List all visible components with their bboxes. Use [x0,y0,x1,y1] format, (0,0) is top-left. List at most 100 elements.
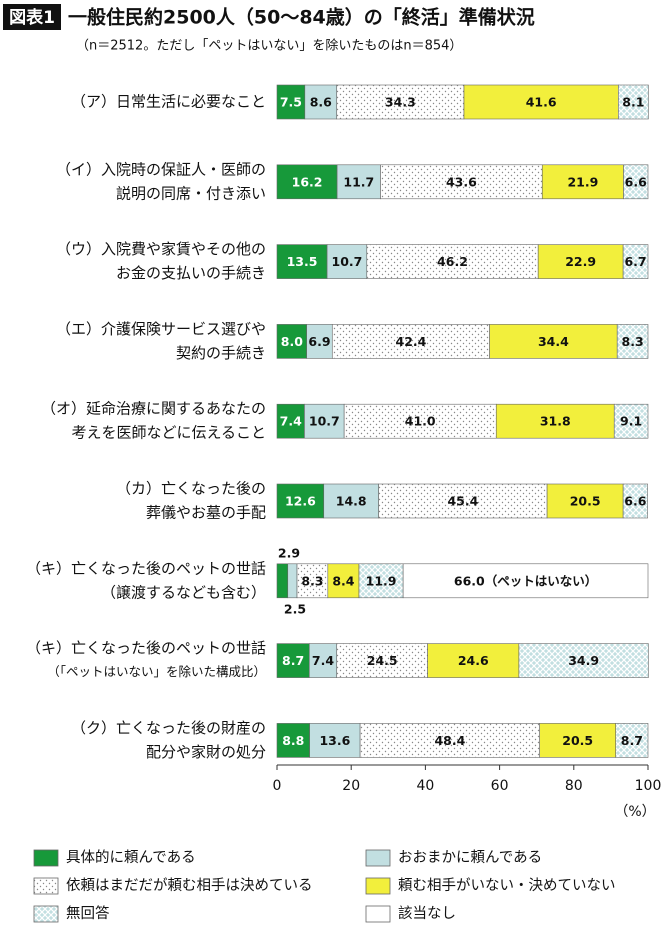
value-label: 11.7 [343,174,374,189]
bar-segment [541,164,624,200]
category-label: お金の支払いの手続き [116,264,266,282]
bar-segment [427,643,520,678]
legend-label: 無回答 [66,905,110,922]
category-label: （ク）亡くなった後の財産の [71,719,266,737]
bar-segment [336,643,428,678]
legend-label: 具体的に頼んである [66,849,196,866]
legend-swatch [365,877,391,895]
value-label: 8.6 [310,95,332,110]
x-tick-label: 80 [565,778,583,794]
legend-label: 該当なし [398,905,456,922]
value-label: 48.4 [434,733,465,748]
value-label: 31.8 [540,414,571,429]
category-label: 考えを医師などに伝えること [71,424,266,442]
category-label: （カ）亡くなった後の [116,480,266,498]
bar-segment [366,244,539,279]
category-label: （キ）亡くなった後のペットの世話 [26,559,266,577]
category-label: （イ）入院時の保証人・医師の [56,160,266,178]
value-label: 6.6 [624,494,646,509]
chart-subtitle: （n＝2512。ただし「ペットはいない」を除いたものはn＝854） [76,39,462,54]
value-label: 8.8 [282,733,304,748]
value-label: 12.6 [285,494,316,509]
bar-segment [359,723,540,758]
bar-segment [309,723,361,758]
bar-segment [546,483,624,519]
category-label: （エ）介護保険サービス選びや [56,320,266,338]
bar-segment [613,403,649,439]
bar-segment [615,723,649,758]
bar-segment [276,403,305,439]
value-label: 6.6 [625,174,647,189]
legend-swatch [365,905,391,923]
value-label: 24.6 [458,653,489,668]
value-label: 6.9 [308,334,330,349]
value-label: 2.5 [284,601,306,616]
x-tick-label: 0 [273,778,282,794]
category-label: （ア）日常生活に必要なこと [71,93,266,111]
x-unit: （%） [614,804,655,820]
value-label: 11.9 [366,573,397,588]
x-tick-label: 40 [416,778,434,794]
value-label: 22.9 [565,254,596,269]
value-label: 7.4 [280,414,302,429]
bar-segment [622,244,649,279]
legend-swatch [33,877,59,895]
value-label: 41.0 [405,414,436,429]
bar-segment [287,563,298,599]
bar-segment [539,723,617,758]
bar-segment [618,84,649,120]
value-label: 45.4 [447,494,478,509]
bar-segment [276,483,325,519]
bar-segment [616,324,649,359]
bar-segment [276,164,338,200]
value-label: 7.4 [312,653,334,668]
value-label: 13.6 [319,733,350,748]
value-label: 10.7 [332,254,363,269]
bar-segment [323,483,379,519]
value-label: 21.9 [567,174,598,189]
category-label: 契約の手続き [176,344,266,362]
bar-segment [489,324,618,359]
bar-segment [495,403,615,439]
category-label: （「ペットはいない」を除いた構成比） [47,664,266,679]
bar-segment [326,244,368,279]
bar-segment [331,324,490,359]
value-label: 66.0（ペットはいない） [454,573,597,588]
bar-segment [518,643,649,678]
bar-segment [276,723,310,758]
value-label: 8.7 [282,653,304,668]
x-tick-label: 60 [491,778,509,794]
value-label: 20.5 [562,733,593,748]
category-label: 説明の同席・付き添い [116,184,266,202]
legend-label: おおまかに頼んである [398,849,542,866]
bar-segment [380,164,543,200]
value-label: 20.5 [570,494,601,509]
bar-segment [622,483,648,519]
value-label: 14.8 [336,494,367,509]
bar-segment [276,244,328,279]
category-label: （オ）延命治療に関するあなたの [41,400,266,418]
value-label: 42.4 [396,334,427,349]
value-label: 2.9 [278,545,300,560]
value-label: 46.2 [437,254,468,269]
legend-swatch [33,905,59,923]
bar-segment [402,563,649,599]
value-label: 16.2 [292,174,323,189]
bar-segment [378,483,548,519]
bar-segment [623,164,649,200]
legend-swatch [33,849,59,867]
bar-segment [276,643,310,678]
bar-segment [336,84,465,120]
chart-title: 一般住民約2500人（50〜84歳）の「終活」準備状況 [68,6,535,29]
bar-segment [304,84,338,120]
legend-label: 依頼はまだだが頼む相手は決めている [66,877,313,894]
value-label: 34.4 [538,334,569,349]
bar-segment [358,563,404,599]
category-label: （ウ）入院費や家賃やその他の [56,240,266,258]
bar-segment [276,563,289,599]
bar-segment [336,164,381,200]
category-label: （譲渡するなども含む） [101,583,266,601]
x-tick-label: 20 [342,778,360,794]
x-tick-label: 100 [635,778,662,794]
